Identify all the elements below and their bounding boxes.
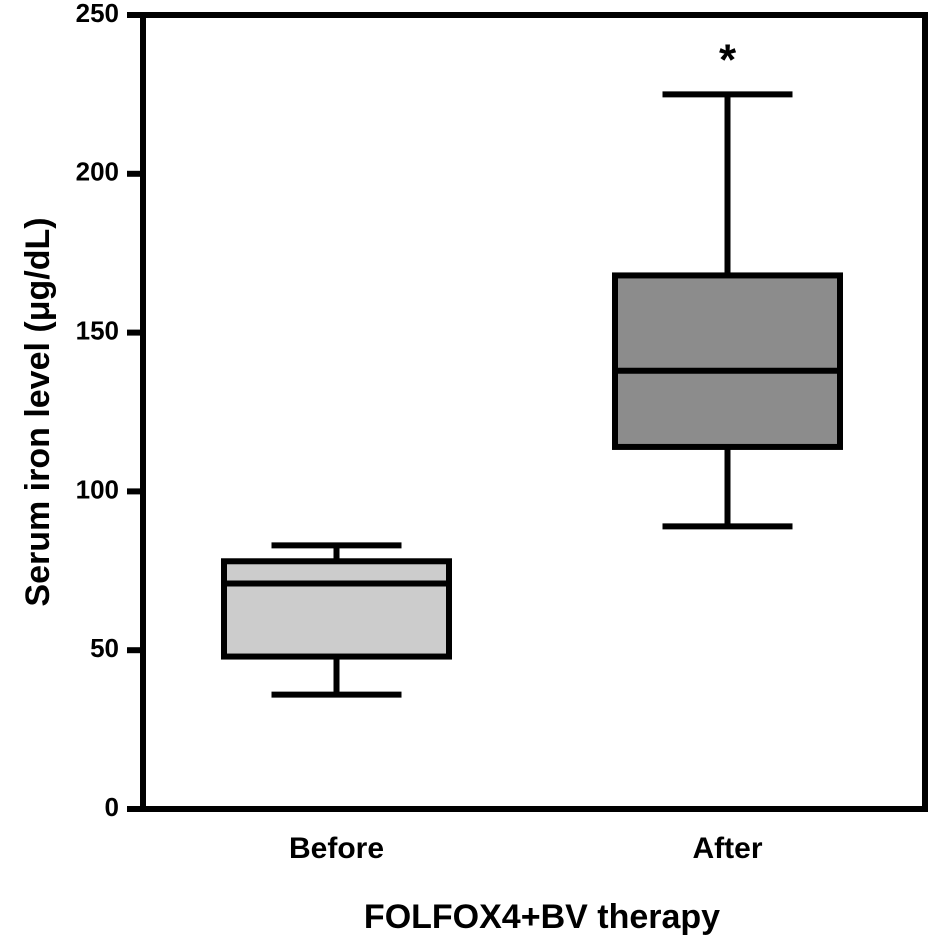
y-tick-label: 100 xyxy=(76,474,119,504)
box-after: * xyxy=(612,35,843,530)
iqr-box xyxy=(612,272,843,450)
plot-frame xyxy=(140,12,928,812)
y-tick-label: 200 xyxy=(76,157,119,187)
y-axis-title-group: Serum iron level (μg/dL) xyxy=(19,217,57,606)
significance-marker: * xyxy=(719,35,737,84)
y-tick-label: 0 xyxy=(105,792,119,822)
y-tick-label: 250 xyxy=(76,0,119,28)
x-category-label: After xyxy=(692,832,762,865)
y-tick-label: 150 xyxy=(76,315,119,345)
x-axis-title: FOLFOX4+BV therapy xyxy=(364,898,720,936)
category-labels-group: Before After xyxy=(289,832,763,865)
y-tick-label: 50 xyxy=(90,633,119,663)
iqr-box xyxy=(221,558,452,660)
y-axis-title: Serum iron level (μg/dL) xyxy=(19,217,57,606)
box-before xyxy=(221,542,452,698)
boxes-group: * xyxy=(221,35,843,698)
y-ticks-group: 0 50 100 150 200 250 xyxy=(76,0,143,822)
x-category-label: Before xyxy=(289,832,384,865)
